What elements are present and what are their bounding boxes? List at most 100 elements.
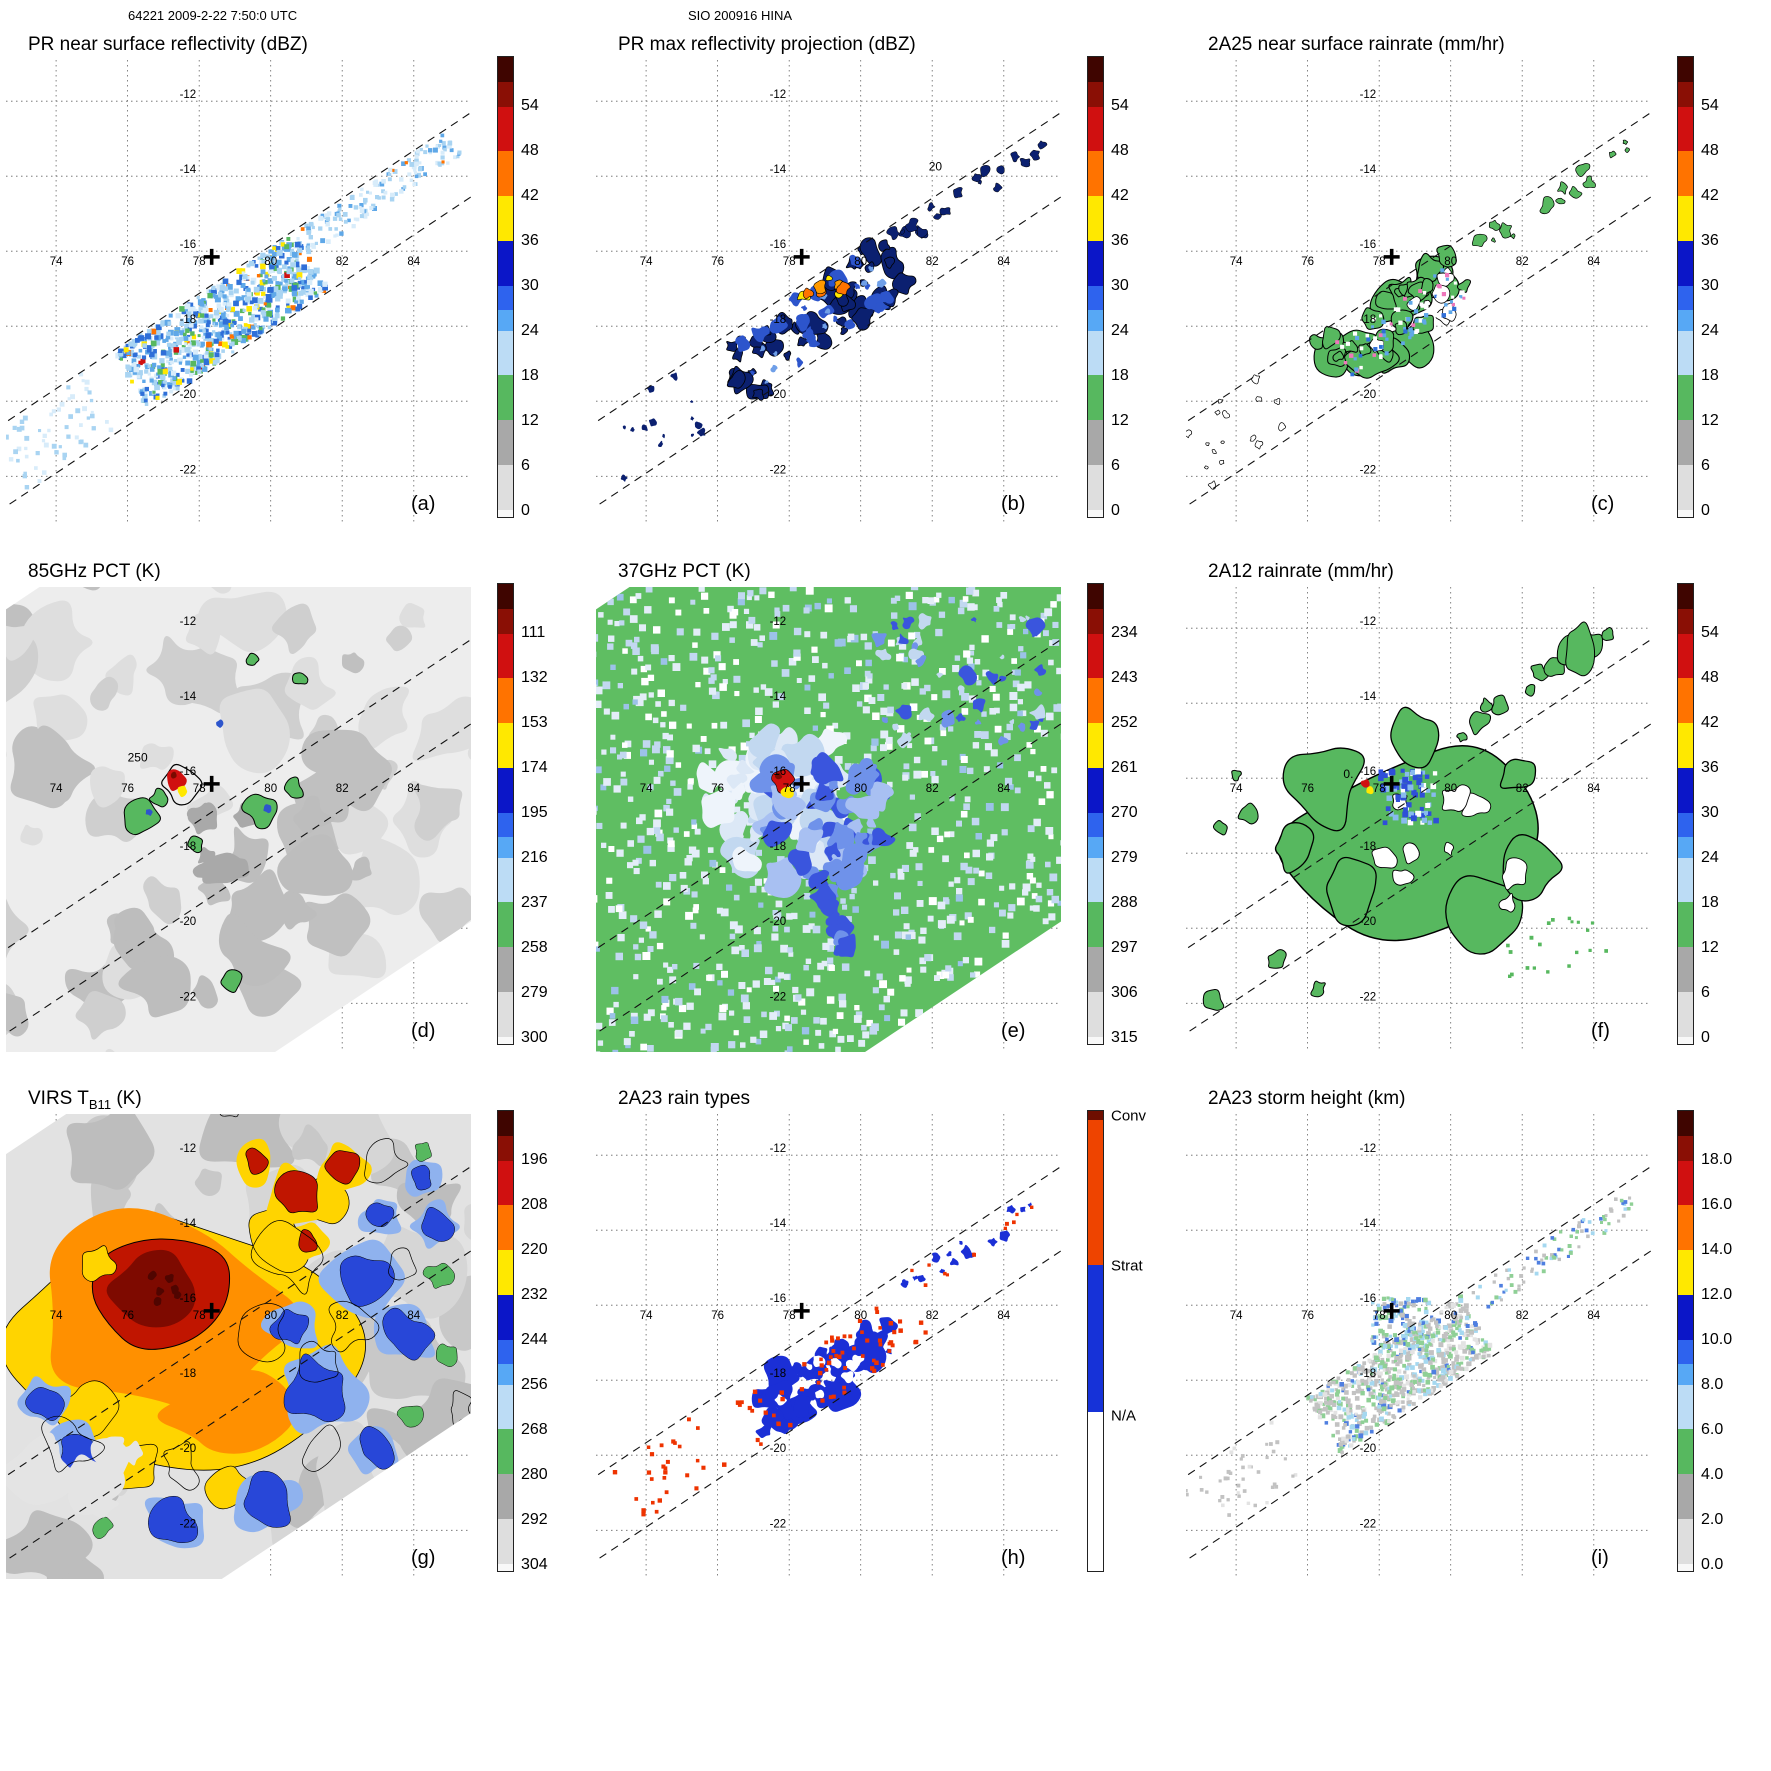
lat-tick-label: -14: [770, 691, 787, 703]
panel-letter: (f): [1591, 1020, 1610, 1042]
panel-letter: (e): [1001, 1020, 1025, 1042]
lat-tick-label: -22: [770, 464, 787, 476]
colorbar-segment: [498, 310, 513, 331]
lon-tick-label: 80: [264, 783, 277, 795]
colorbar-segment: [1088, 678, 1103, 724]
lat-tick-label: -20: [180, 916, 197, 928]
data-layer-h: [612, 1202, 1034, 1517]
colorbar-tick-label: 0.0: [1701, 1556, 1724, 1574]
colorbar-segment: [498, 1205, 513, 1251]
colorbar-tick-label: 48: [521, 141, 539, 159]
lon-tick-label: 76: [121, 1310, 134, 1322]
lon-tick-label: 74: [640, 783, 653, 795]
colorbar-segment: [1088, 902, 1103, 947]
colorbar-tick-label: 12: [1701, 939, 1719, 957]
colorbar-tick-label: 292: [521, 1511, 548, 1529]
colorbar-tick-label: 4.0: [1701, 1466, 1724, 1484]
colorbar-e: [1087, 583, 1104, 1045]
colorbar-tick-label: 256: [521, 1375, 548, 1393]
panel-h: 2A23 rain types 74 76 78 80 82 84 -12 -14 -16 -18 -…: [590, 1080, 1180, 1607]
contour-label: 250: [128, 750, 148, 764]
panel-letter: (g): [411, 1547, 435, 1569]
lat-tick-label: -20: [1360, 1443, 1377, 1455]
colorbar-tick-label: 304: [521, 1556, 548, 1574]
panel-title-a: PR near surface reflectivity (dBZ): [28, 34, 308, 55]
colorbar-segment: [1678, 57, 1693, 83]
lon-tick-label: 82: [926, 256, 939, 268]
lon-tick-label: 84: [1587, 256, 1600, 268]
colorbar-tick-label: 42: [521, 186, 539, 204]
colorbar-segment: [1678, 510, 1693, 517]
map-i: 74 76 78 80 82 84 -12 -14 -16 -18 -20 -22 (i): [1186, 1114, 1651, 1579]
map-f: 74 76 78 80 82 84 -12 -14 -16 -18 -20 -22 0. (f): [1186, 587, 1651, 1052]
panel-letter: (i): [1591, 1547, 1609, 1569]
lon-tick-label: 82: [1516, 1310, 1529, 1322]
colorbar-f: [1677, 583, 1694, 1045]
lat-tick-label: -12: [180, 1143, 197, 1155]
lat-tick-label: -18: [1360, 1368, 1377, 1380]
colorbar-tick-label: 234: [1111, 623, 1138, 641]
colorbar-tick-label: 6.0: [1701, 1421, 1724, 1438]
colorbar-segment: [1678, 419, 1693, 466]
colorbar-segment: [498, 465, 513, 511]
colorbar-tick-label: 36: [1111, 231, 1129, 249]
lat-tick-label: -12: [770, 89, 787, 101]
map-d: 74 76 78 80 82 84 -12 -14 -16 -18 -20 -22 250 (d): [6, 587, 471, 1052]
colorbar-segment: [1678, 723, 1693, 768]
colorbar-tick-label: 48: [1701, 141, 1719, 159]
colorbar-segment: [498, 285, 513, 310]
panel-title-c: 2A25 near surface rainrate (mm/hr): [1208, 34, 1505, 55]
colorbar-segment: [1088, 1120, 1103, 1266]
lon-tick-label: 78: [783, 1310, 796, 1322]
colorbar-tick-label: 24: [1701, 848, 1719, 866]
lon-tick-label: 74: [1230, 1310, 1243, 1322]
colorbar-segment: [1088, 241, 1103, 286]
lon-tick-label: 82: [336, 1310, 349, 1322]
colorbar-tick-label: 252: [1111, 713, 1138, 731]
storm-center-marker: [793, 1302, 810, 1319]
lat-tick-label: -14: [1360, 691, 1377, 703]
map-e: 74 76 78 80 82 84 -12 -14 -16 -18 -20 -22 (e): [596, 587, 1061, 1052]
colorbar-tick-label: 300: [521, 1029, 548, 1047]
lat-tick-label: -20: [1360, 916, 1377, 928]
colorbar-segment: [1678, 1037, 1693, 1044]
lat-tick-label: -14: [180, 691, 197, 703]
colorbar-segment: [1088, 857, 1103, 903]
colorbar-segment: [498, 241, 513, 286]
lon-tick-label: 76: [1301, 783, 1314, 795]
lon-tick-label: 78: [1373, 256, 1386, 268]
panel-letter: (a): [411, 493, 435, 515]
colorbar-tick-label: 42: [1701, 713, 1719, 731]
lon-tick-label: 80: [264, 1310, 277, 1322]
colorbar-tick-label: 36: [521, 231, 539, 249]
colorbar-segment: [498, 837, 513, 858]
colorbar-a: [497, 56, 514, 518]
colorbar-tick-label: 6: [521, 457, 530, 475]
lon-tick-label: 80: [1444, 256, 1457, 268]
colorbar-segment: [498, 812, 513, 837]
colorbar-tick-label: 54: [1701, 623, 1719, 641]
colorbar-segment: [498, 1160, 513, 1206]
lon-tick-label: 82: [1516, 783, 1529, 795]
colorbar-tick-label: 174: [521, 758, 548, 776]
data-layer-i: [1186, 1196, 1634, 1517]
colorbar-segment: [1678, 902, 1693, 947]
colorbar-tick-label: 0: [1701, 502, 1710, 520]
colorbar-segment: [498, 419, 513, 466]
colorbar-segment: [1678, 992, 1693, 1038]
contour-label: 20: [929, 160, 943, 174]
colorbar-b: [1087, 56, 1104, 518]
colorbar-segment: [1678, 609, 1693, 634]
colorbar-segment: [1678, 151, 1693, 197]
colorbar-tick-label: 288: [1111, 894, 1138, 911]
lon-tick-label: 74: [50, 256, 63, 268]
colorbar-tick-label: 18: [521, 367, 539, 384]
lon-tick-label: 80: [1444, 783, 1457, 795]
lon-tick-label: 84: [407, 1310, 420, 1322]
colorbar-segment: [1088, 196, 1103, 241]
colorbar-segment: [498, 902, 513, 947]
map-h: 74 76 78 80 82 84 -12 -14 -16 -18 -20 -22 (h): [596, 1114, 1061, 1579]
colorbar-tick-label: 16.0: [1701, 1195, 1733, 1213]
colorbar-segment: [498, 1519, 513, 1565]
colorbar-label: Conv: [1111, 1107, 1147, 1125]
